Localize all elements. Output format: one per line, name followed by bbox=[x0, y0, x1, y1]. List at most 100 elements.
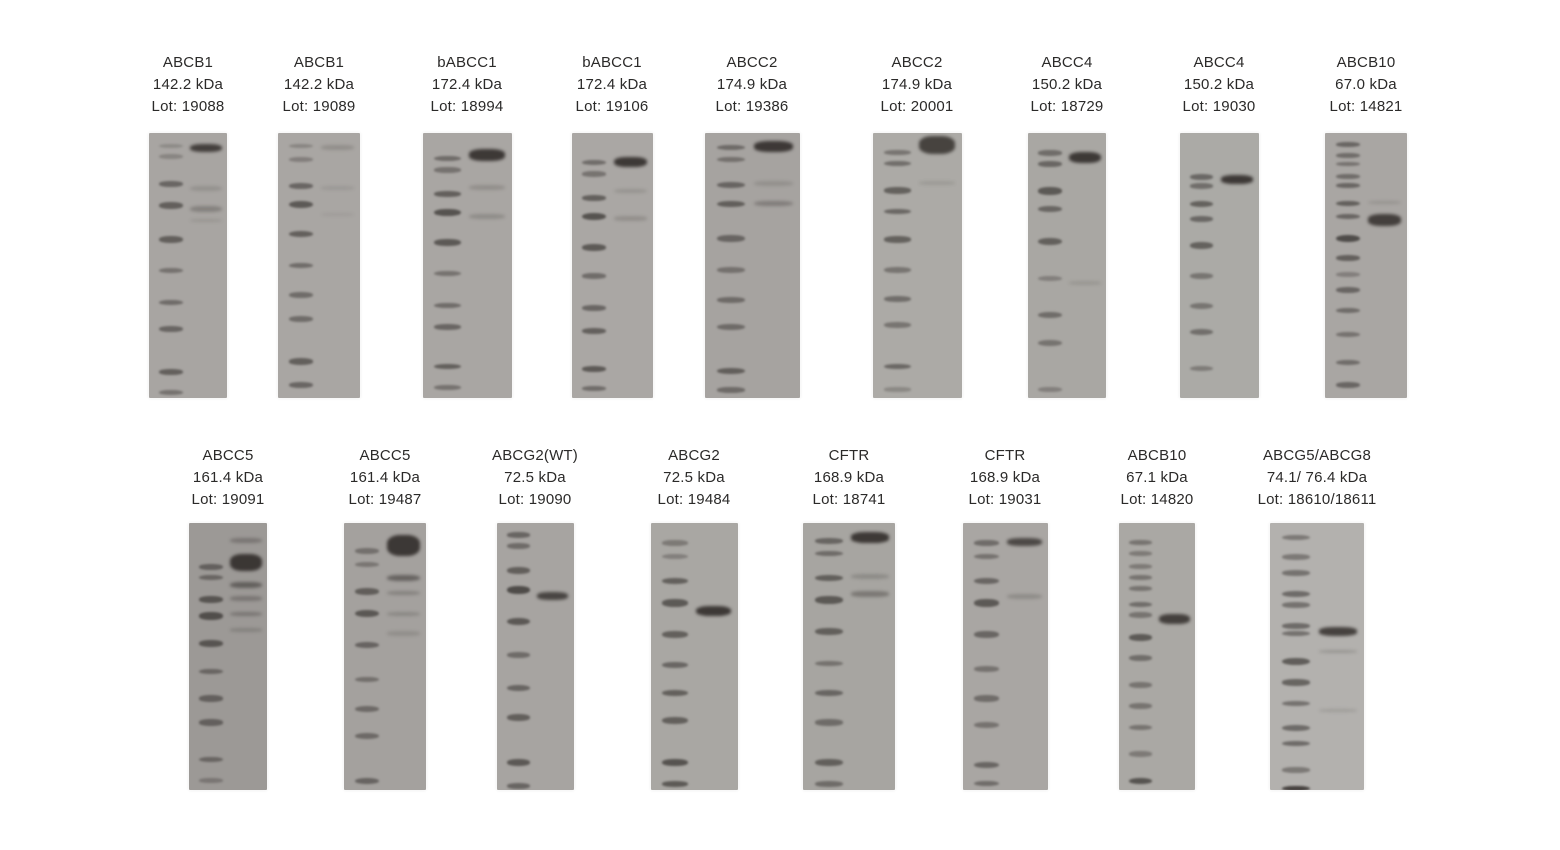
ladder-band bbox=[1335, 235, 1361, 243]
ladder-band bbox=[1282, 767, 1311, 773]
gel-label-block: ABCB10 67.0 kDa Lot: 14821 bbox=[1281, 52, 1451, 118]
protein-band bbox=[189, 143, 222, 153]
protein-name: ABCG5/ABCG8 bbox=[1262, 447, 1372, 464]
ladder-band bbox=[973, 540, 1000, 546]
ladder-band bbox=[1128, 703, 1152, 710]
ladder-band bbox=[506, 585, 530, 594]
ladder-band bbox=[1128, 551, 1152, 556]
ladder-band bbox=[1038, 150, 1062, 156]
ladder-band bbox=[582, 244, 607, 252]
ladder-band bbox=[506, 783, 530, 790]
protein-lot: Lot: 18994 bbox=[430, 98, 504, 115]
ladder-band bbox=[506, 617, 530, 626]
protein-band bbox=[229, 612, 262, 617]
protein-band bbox=[1318, 649, 1358, 654]
ladder-band bbox=[1282, 569, 1311, 576]
gel-label-block: bABCC1 172.4 kDa Lot: 18994 bbox=[382, 52, 552, 118]
ladder-band bbox=[1335, 142, 1361, 148]
ladder-band bbox=[159, 180, 183, 187]
protein-lot: Lot: 19031 bbox=[968, 491, 1042, 508]
protein-lot: Lot: 19089 bbox=[282, 98, 356, 115]
ladder-band bbox=[661, 759, 688, 767]
protein-band bbox=[468, 148, 506, 161]
gel-panel: ABCG2 72.5 kDa Lot: 19484 bbox=[609, 445, 779, 790]
ladder-band bbox=[506, 532, 530, 538]
ladder-band bbox=[1282, 740, 1311, 747]
gel-image bbox=[803, 523, 895, 790]
gel-panel: ABCC2 174.9 kDa Lot: 20001 bbox=[832, 52, 1002, 398]
protein-mass: 161.4 kDa bbox=[192, 469, 264, 486]
ladder-band bbox=[354, 609, 380, 618]
protein-mass: 67.1 kDa bbox=[1126, 469, 1188, 486]
ladder-band bbox=[661, 599, 688, 607]
ladder-band bbox=[1189, 174, 1214, 180]
ladder-band bbox=[582, 195, 607, 202]
ladder-band bbox=[1282, 785, 1311, 790]
protein-band bbox=[1220, 175, 1253, 185]
ladder-band bbox=[1335, 152, 1361, 158]
protein-band bbox=[229, 553, 262, 572]
ladder-band bbox=[884, 160, 911, 167]
protein-lot: Lot: 19088 bbox=[151, 98, 225, 115]
ladder-band bbox=[1335, 331, 1361, 338]
ladder-band bbox=[288, 143, 314, 149]
protein-band bbox=[918, 180, 956, 185]
ladder-band bbox=[1128, 612, 1152, 618]
ladder-band bbox=[506, 684, 530, 691]
protein-name: ABCC5 bbox=[359, 447, 411, 464]
ladder-band bbox=[288, 292, 314, 298]
ladder-band bbox=[354, 548, 380, 555]
ladder-band bbox=[973, 761, 1000, 769]
protein-mass: 150.2 kDa bbox=[1031, 76, 1103, 93]
ladder-band bbox=[1335, 286, 1361, 293]
protein-band bbox=[753, 200, 793, 207]
protein-lot: Lot: 18729 bbox=[1030, 98, 1104, 115]
ladder-band bbox=[159, 236, 183, 244]
ladder-band bbox=[434, 363, 461, 370]
ladder-band bbox=[582, 386, 607, 391]
protein-band bbox=[613, 156, 647, 168]
ladder-band bbox=[199, 756, 223, 763]
ladder-band bbox=[884, 363, 911, 370]
ladder-band bbox=[1128, 751, 1152, 757]
ladder-band bbox=[434, 323, 461, 330]
ladder-band bbox=[716, 367, 746, 374]
gel-panel: ABCC5 161.4 kDa Lot: 19091 bbox=[143, 445, 313, 790]
protein-band bbox=[1158, 613, 1190, 624]
ladder-band bbox=[199, 575, 223, 581]
ladder-band bbox=[1282, 679, 1311, 686]
gel-panel: bABCC1 172.4 kDa Lot: 19106 bbox=[527, 52, 697, 398]
protein-name: ABCB10 bbox=[1336, 54, 1396, 71]
ladder-band bbox=[884, 295, 911, 302]
ladder-band bbox=[661, 577, 688, 585]
protein-band bbox=[850, 591, 889, 597]
ladder-band bbox=[159, 326, 183, 333]
protein-band bbox=[695, 605, 732, 617]
gel-panel: ABCG5/ABCG8 74.1/ 76.4 kDa Lot: 18610/1861… bbox=[1232, 445, 1402, 790]
ladder-band bbox=[1128, 655, 1152, 662]
ladder-band bbox=[506, 567, 530, 574]
ladder-band bbox=[884, 208, 911, 215]
ladder-band bbox=[199, 777, 223, 783]
protein-band bbox=[850, 573, 889, 580]
ladder-band bbox=[1335, 183, 1361, 189]
protein-mass: 150.2 kDa bbox=[1183, 76, 1255, 93]
protein-band bbox=[753, 180, 793, 186]
ladder-band bbox=[288, 200, 314, 208]
gel-panel: ABCB1 142.2 kDa Lot: 19089 bbox=[234, 52, 404, 398]
ladder-band bbox=[199, 640, 223, 648]
protein-band bbox=[320, 186, 355, 190]
ladder-band bbox=[288, 183, 314, 190]
protein-name: ABCC5 bbox=[202, 447, 254, 464]
gel-image bbox=[1119, 523, 1195, 790]
protein-band bbox=[1068, 281, 1101, 286]
protein-band bbox=[613, 216, 647, 222]
ladder-band bbox=[582, 212, 607, 220]
ladder-band bbox=[434, 167, 461, 173]
ladder-band bbox=[661, 540, 688, 546]
gel-panel: ABCB10 67.1 kDa Lot: 14820 bbox=[1072, 445, 1242, 790]
protein-band bbox=[386, 612, 421, 617]
gel-label-block: ABCC5 161.4 kDa Lot: 19487 bbox=[300, 445, 470, 511]
ladder-band bbox=[973, 553, 1000, 560]
